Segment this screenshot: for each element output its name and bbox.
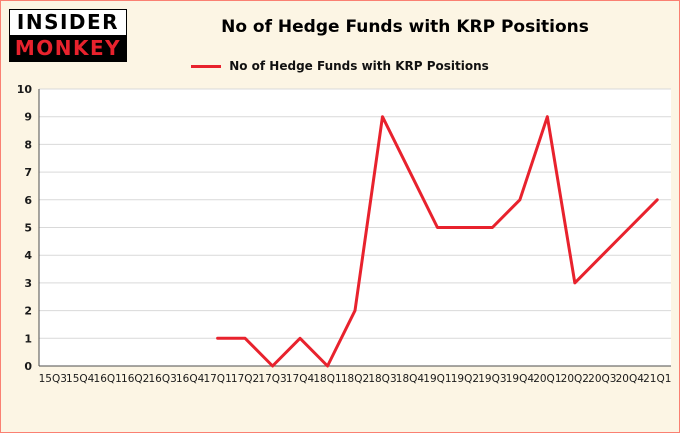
logo-text-monkey: MONKEY [9, 35, 127, 62]
x-tick-label: 20Q1 [533, 373, 561, 385]
x-tick-label: 18Q3 [368, 373, 396, 385]
x-tick-label: 18Q2 [341, 373, 369, 385]
y-tick-label: 2 [24, 305, 32, 318]
x-tick-label: 16Q1 [94, 373, 122, 385]
legend-label: No of Hedge Funds with KRP Positions [229, 59, 489, 73]
x-tick-label: 15Q4 [66, 373, 95, 385]
y-tick-label: 5 [24, 222, 32, 235]
x-tick-label: 16Q4 [176, 373, 205, 385]
y-tick-label: 9 [24, 111, 32, 124]
x-tick-label: 20Q3 [588, 373, 616, 385]
x-tick-label: 17Q4 [286, 373, 315, 385]
y-tick-label: 6 [24, 194, 32, 207]
x-tick-label: 18Q1 [313, 373, 341, 385]
x-tick-label: 17Q1 [203, 373, 231, 385]
series-line [216, 115, 659, 368]
x-tick-label: 16Q2 [121, 373, 149, 385]
insider-monkey-logo: INSIDER MONKEY [9, 9, 127, 62]
legend: No of Hedge Funds with KRP Positions [1, 59, 679, 73]
x-tick-label: 17Q3 [258, 373, 286, 385]
line-chart: 0 1 2 3 4 5 6 7 8 9 10 15Q3 15Q4 16Q1 16Q2 16Q3 16Q4 17Q1… [17, 83, 672, 385]
x-tick-label: 21Q1 [643, 373, 671, 385]
logo-text-insider: INSIDER [9, 9, 127, 35]
x-tick-label: 19Q1 [423, 373, 451, 385]
x-tick-label: 20Q4 [616, 373, 645, 385]
x-tick-label: 19Q2 [451, 373, 479, 385]
y-tick-label: 4 [24, 249, 32, 262]
x-tick-label: 18Q4 [396, 373, 425, 385]
y-tick-label: 7 [24, 166, 32, 179]
y-tick-label: 10 [17, 83, 33, 96]
x-tick-label: 19Q3 [478, 373, 506, 385]
y-tick-label: 3 [24, 277, 32, 290]
legend-line-swatch [191, 64, 222, 68]
x-tick-label: 15Q3 [39, 373, 67, 385]
x-tick-label: 16Q3 [148, 373, 176, 385]
chart-title: No of Hedge Funds with KRP Positions [221, 17, 589, 37]
x-tick-label: 17Q2 [231, 373, 259, 385]
x-tick-label: 19Q4 [506, 373, 535, 385]
y-tick-label: 1 [24, 332, 32, 345]
y-tick-label: 8 [24, 138, 32, 151]
y-tick-label: 0 [24, 360, 32, 373]
x-tick-label: 20Q2 [561, 373, 589, 385]
